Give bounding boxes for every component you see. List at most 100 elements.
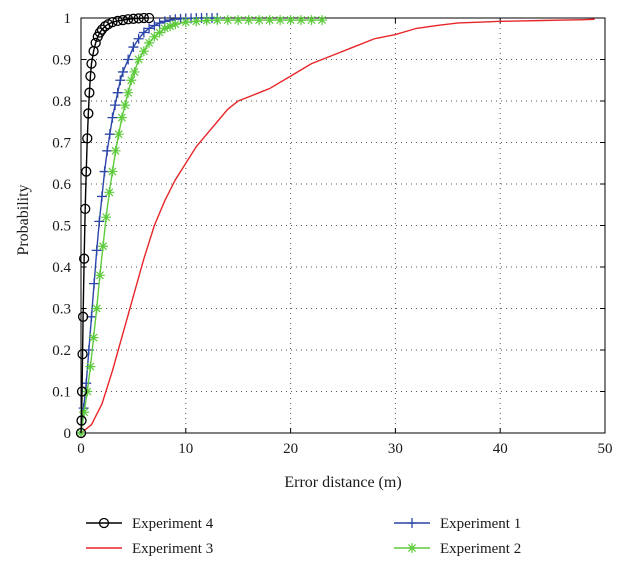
data-point: [129, 66, 140, 77]
legend-item-experiment-3: Experiment 3: [86, 541, 213, 557]
plot-area: 0 10 20 30 40 50 0 0.1 0.2 0.3 0.4 0.5 0.6 0.7 0.8 0.9 1: [52, 11, 612, 457]
data-point: [126, 75, 137, 86]
data-point: [81, 378, 92, 389]
data-point: [138, 12, 150, 24]
data-point: [86, 58, 97, 69]
data-point: [104, 129, 115, 140]
y-tick-label: 0.9: [52, 53, 71, 69]
data-point: [116, 112, 127, 123]
data-point: [144, 23, 155, 34]
y-tick-label: 0.7: [52, 136, 71, 152]
data-point: [285, 15, 296, 26]
data-point: [154, 17, 165, 28]
data-point: [112, 87, 123, 98]
data-point: [76, 386, 88, 397]
data-point: [254, 15, 265, 26]
legend-item-experiment-4: Experiment 4: [86, 516, 214, 532]
data-point: [88, 332, 99, 343]
x-tick-label: 20: [283, 441, 298, 457]
data-point: [75, 427, 87, 439]
data-point: [154, 27, 165, 38]
data-point: [317, 15, 328, 26]
data-point: [98, 241, 109, 252]
y-axis-label: Probability: [15, 184, 32, 255]
y-tick-label: 0.8: [52, 94, 71, 110]
data-point: [264, 15, 275, 26]
data-point: [233, 15, 244, 26]
series-experiment-4: [75, 12, 155, 439]
data-point: [79, 407, 90, 418]
legend-label: Experiment 3: [132, 541, 213, 557]
data-point: [144, 37, 155, 48]
data-point: [104, 187, 115, 198]
data-point: [128, 42, 139, 53]
data-point: [201, 15, 212, 26]
series-experiment-3: [80, 18, 595, 434]
x-tick-label: 30: [388, 441, 403, 457]
x-tick-label: 40: [493, 441, 508, 457]
data-point: [77, 348, 88, 360]
data-point: [96, 24, 108, 35]
series-experiment-1: [76, 13, 223, 438]
data-point: [107, 16, 118, 28]
x-tick-label: 0: [77, 441, 85, 457]
data-point: [78, 253, 90, 264]
data-point: [85, 361, 96, 372]
data-point: [170, 19, 181, 30]
data-point: [120, 100, 131, 111]
data-point: [96, 191, 107, 202]
data-point: [275, 15, 286, 26]
series-experiment-2: [76, 15, 328, 438]
data-point: [296, 15, 307, 26]
x-tick-label: 50: [598, 441, 613, 457]
data-point: [222, 15, 233, 26]
data-point: [77, 311, 89, 322]
data-point: [82, 386, 93, 397]
data-point: [94, 270, 105, 281]
y-tick-label: 0.4: [52, 260, 71, 276]
legend-item-experiment-2: Experiment 2: [394, 541, 521, 557]
data-point: [117, 14, 129, 26]
legend-item-experiment-1: Experiment 1: [394, 516, 521, 532]
data-point: [180, 17, 191, 28]
legend-label: Experiment 1: [440, 516, 521, 532]
data-point: [113, 129, 124, 140]
data-point: [82, 133, 93, 144]
data-point: [123, 87, 134, 98]
data-point: [143, 12, 155, 24]
data-point: [94, 216, 105, 227]
y-tick-label: 0.2: [52, 343, 71, 359]
data-point: [117, 66, 128, 77]
legend-label: Experiment 4: [132, 516, 214, 532]
data-point: [81, 166, 92, 177]
data-point: [107, 112, 118, 123]
y-tick-label: 0.1: [52, 385, 71, 401]
data-point: [149, 31, 160, 42]
data-point: [84, 87, 95, 98]
data-point: [85, 70, 96, 82]
data-point: [91, 303, 102, 314]
y-tick-label: 0.6: [52, 177, 71, 193]
data-point: [90, 37, 101, 49]
data-point: [83, 108, 94, 119]
data-point: [133, 54, 144, 65]
data-point: [91, 245, 102, 256]
data-point: [138, 46, 149, 57]
data-point: [123, 54, 134, 65]
data-point: [133, 13, 144, 24]
data-point: [243, 15, 254, 26]
data-point: [110, 145, 121, 156]
data-point: [115, 75, 126, 86]
data-point: [149, 20, 160, 31]
data-point: [107, 166, 118, 177]
data-point: [165, 21, 176, 32]
data-point: [80, 203, 91, 215]
data-point: [101, 212, 112, 223]
legend-marker: [407, 518, 417, 528]
data-point: [159, 23, 170, 34]
legend-label: Experiment 2: [440, 541, 521, 557]
y-tick-label: 1: [64, 11, 72, 27]
x-axis-label: Error distance (m): [284, 474, 401, 491]
legend: Experiment 4 Experiment 1 Experiment 3 Expe…: [86, 516, 521, 557]
